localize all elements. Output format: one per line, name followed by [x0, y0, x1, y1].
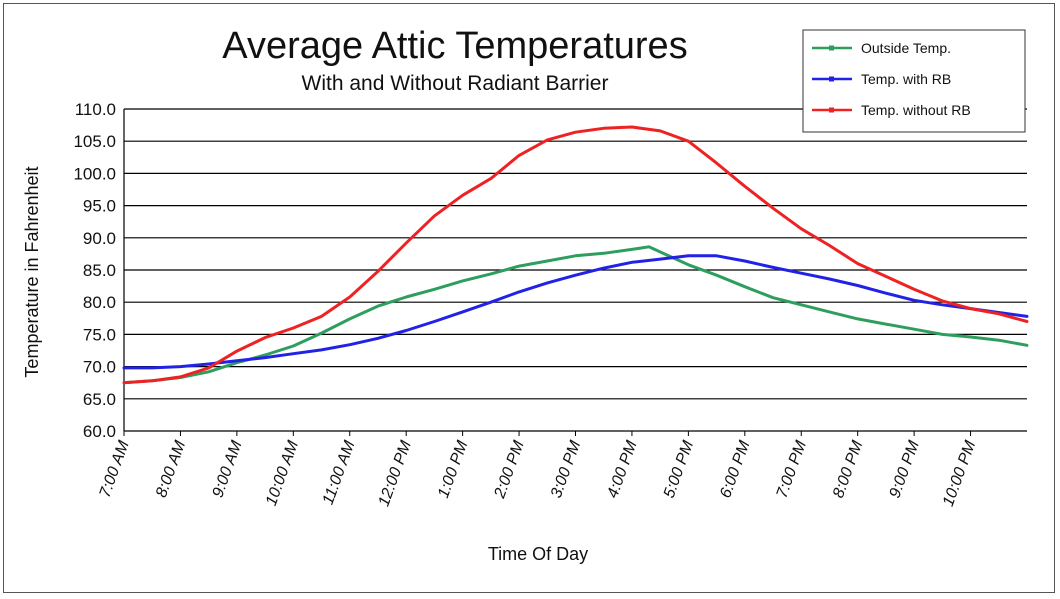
x-tick-label: 5:00 PM	[661, 438, 698, 500]
x-tick-label: 6:00 PM	[717, 438, 754, 500]
gridlines	[123, 108, 1027, 432]
x-tick-label: 11:00 AM	[320, 438, 359, 507]
legend: Outside Temp. Temp. with RB Temp. without …	[802, 29, 1026, 133]
x-tick-label: 2:00 PM	[491, 438, 528, 501]
x-tick-label: 12:00 PM	[376, 438, 416, 509]
series-line	[122, 254, 1029, 370]
x-tick-label: 10:00 PM	[940, 438, 980, 509]
y-tick-label: 75.0	[83, 325, 116, 344]
y-axis-ticks: 60.0 65.0 70.0 75.0 80.0 85.0 90.0 95.0 100.0 105…	[73, 100, 116, 441]
y-tick-label: 110.0	[75, 100, 116, 119]
x-tick-label: 4:00 PM	[604, 438, 641, 500]
y-tick-label: 105.0	[73, 132, 116, 151]
x-tick-label: 10:00 AM	[263, 438, 302, 508]
legend-marker	[829, 45, 834, 51]
x-tick-label: 1:00 PM	[435, 438, 472, 500]
x-axis-label: Time Of Day	[488, 544, 588, 564]
y-axis-label: Temperature in Fahrenheit	[22, 166, 42, 377]
chart-frame	[3, 3, 1055, 593]
y-tick-label: 85.0	[83, 261, 116, 280]
legend-label: Outside Temp.	[861, 40, 951, 56]
series-line	[122, 125, 1029, 385]
x-tick-label: 8:00 PM	[830, 438, 867, 500]
legend-label: Temp. with RB	[861, 71, 951, 87]
x-tick-label: 9:00 PM	[887, 438, 924, 500]
legend-marker	[829, 107, 834, 113]
series-lines	[122, 125, 1029, 385]
x-tick-label: 8:00 AM	[153, 438, 189, 500]
y-tick-label: 90.0	[83, 229, 116, 248]
legend-marker	[829, 76, 834, 82]
chart-title: Average Attic Temperatures	[222, 25, 687, 67]
y-tick-label: 95.0	[83, 197, 116, 216]
y-tick-label: 60.0	[83, 422, 116, 441]
x-tick-label: 3:00 PM	[548, 438, 585, 500]
chart-subtitle: With and Without Radiant Barrier	[302, 72, 609, 95]
y-tick-label: 80.0	[83, 293, 116, 312]
y-tick-label: 100.0	[73, 164, 116, 183]
x-tick-label: 7:00 AM	[97, 438, 133, 500]
y-tick-label: 70.0	[83, 358, 116, 377]
x-axis-ticks: 7:00 AM 8:00 AM 9:00 AM 10:00 AM 11:00 AM 12:…	[97, 431, 980, 509]
y-tick-label: 65.0	[83, 390, 116, 409]
series-line	[122, 245, 1029, 385]
x-tick-label: 7:00 PM	[774, 438, 811, 500]
x-tick-label: 9:00 AM	[209, 438, 245, 500]
legend-label: Temp. without RB	[861, 102, 971, 118]
